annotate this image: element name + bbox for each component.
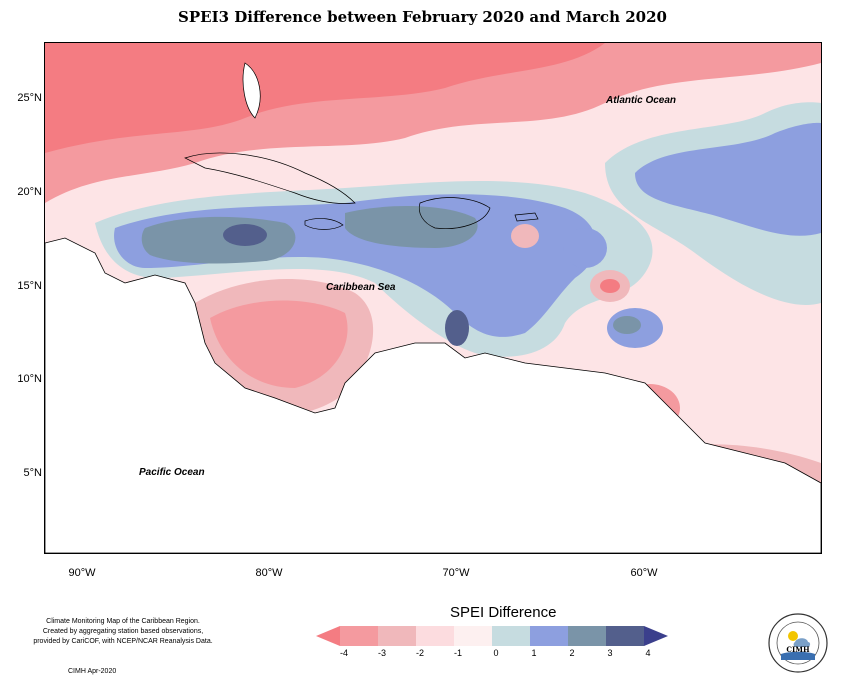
spei-map <box>45 43 821 553</box>
legend-tick--3: -3 <box>377 648 386 658</box>
legend-swatch-0-1 <box>492 626 530 646</box>
sw-caribbean-dry-strong <box>210 300 348 388</box>
jamaica-outline <box>304 218 344 230</box>
legend-swatch-1-2 <box>530 626 568 646</box>
lon-label-60w: 60°W <box>630 567 658 579</box>
atlantic-ocean-label: Atlantic Ocean <box>606 95 677 106</box>
cimh-logo: CIMH <box>768 613 828 673</box>
credit-line-1: Climate Monitoring Map of the Caribbean … <box>46 618 200 625</box>
legend-swatch-above-4 <box>644 626 668 646</box>
logo-text: CIMH <box>786 645 810 654</box>
legend-tick--1: -1 <box>453 648 462 658</box>
legend-tick--2: -2 <box>415 648 424 658</box>
florida-outline <box>242 62 261 119</box>
legend-title: SPEI Difference <box>450 604 557 621</box>
north-strong-drying <box>45 43 605 153</box>
legend-tick-2: 2 <box>569 648 575 658</box>
water-icon <box>781 651 815 660</box>
lat-label-25n: 25°N <box>17 92 42 104</box>
legend-tick-3: 3 <box>607 648 613 658</box>
legend-swatch-below-4 <box>316 626 340 646</box>
legend-swatch-2-3 <box>568 626 606 646</box>
credit-text: Climate Monitoring Map of the Caribbean … <box>18 617 228 647</box>
legend-tick--4: -4 <box>339 648 348 658</box>
legend-swatch-4-3 <box>340 626 378 646</box>
legend-swatch-3-2 <box>378 626 416 646</box>
lat-label-10n: 10°N <box>17 373 42 385</box>
legend-tick-4: 4 <box>645 648 651 658</box>
puerto-rico-outline <box>514 212 539 222</box>
hispaniola-wet-core <box>345 206 478 248</box>
credit-line-3: provided by CariCOF, with NCEP/NCAR Rean… <box>33 638 213 645</box>
lat-label-20n: 20°N <box>17 186 42 198</box>
lon-label-70w: 70°W <box>442 567 470 579</box>
credit-date: CIMH Apr-2020 <box>68 668 117 675</box>
mainland <box>45 237 821 553</box>
lon-label-80w: 80°W <box>255 567 283 579</box>
pacific-ocean-label: Pacific Ocean <box>139 467 205 478</box>
legend-colorbar <box>316 626 668 646</box>
lon-label-90w: 90°W <box>68 567 96 579</box>
cuba-outline <box>184 152 356 204</box>
map-area <box>44 42 822 554</box>
cloud-icon <box>793 638 811 647</box>
atlantic-wet <box>635 122 821 236</box>
jamaica-wet-core <box>141 216 296 264</box>
map-title: SPEI3 Difference between February 2020 a… <box>178 8 667 26</box>
legend-swatch-3-4 <box>606 626 644 646</box>
legend-swatch-2-1 <box>416 626 454 646</box>
caribbean-sea-label: Caribbean Sea <box>326 282 396 293</box>
legend-tick-1: 1 <box>531 648 537 658</box>
lat-label-15n: 15°N <box>17 280 42 292</box>
sun-icon <box>788 631 798 641</box>
credit-line-2: Created by aggregating station based obs… <box>42 628 204 635</box>
leeward-wet <box>563 228 607 268</box>
legend-tick-0: 0 <box>493 648 499 658</box>
venezuela-wet-peak <box>445 310 469 346</box>
lat-label-5n: 5°N <box>23 467 42 479</box>
legend-swatch-1-0 <box>454 626 492 646</box>
hispaniola-outline <box>418 197 491 229</box>
wet-peak <box>223 224 267 246</box>
